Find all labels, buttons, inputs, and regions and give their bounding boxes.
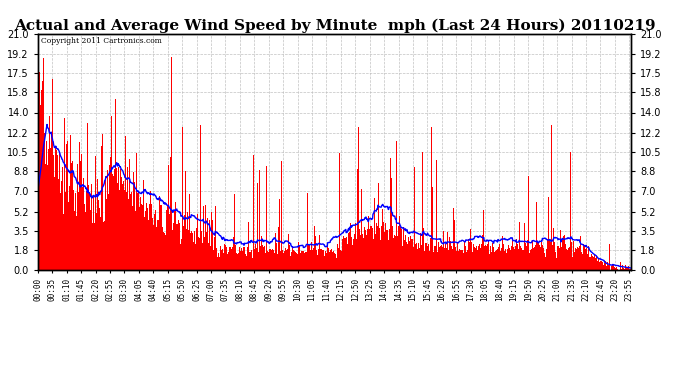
Title: Actual and Average Wind Speed by Minute  mph (Last 24 Hours) 20110219: Actual and Average Wind Speed by Minute … [14, 18, 655, 33]
Text: Copyright 2011 Cartronics.com: Copyright 2011 Cartronics.com [41, 37, 161, 45]
